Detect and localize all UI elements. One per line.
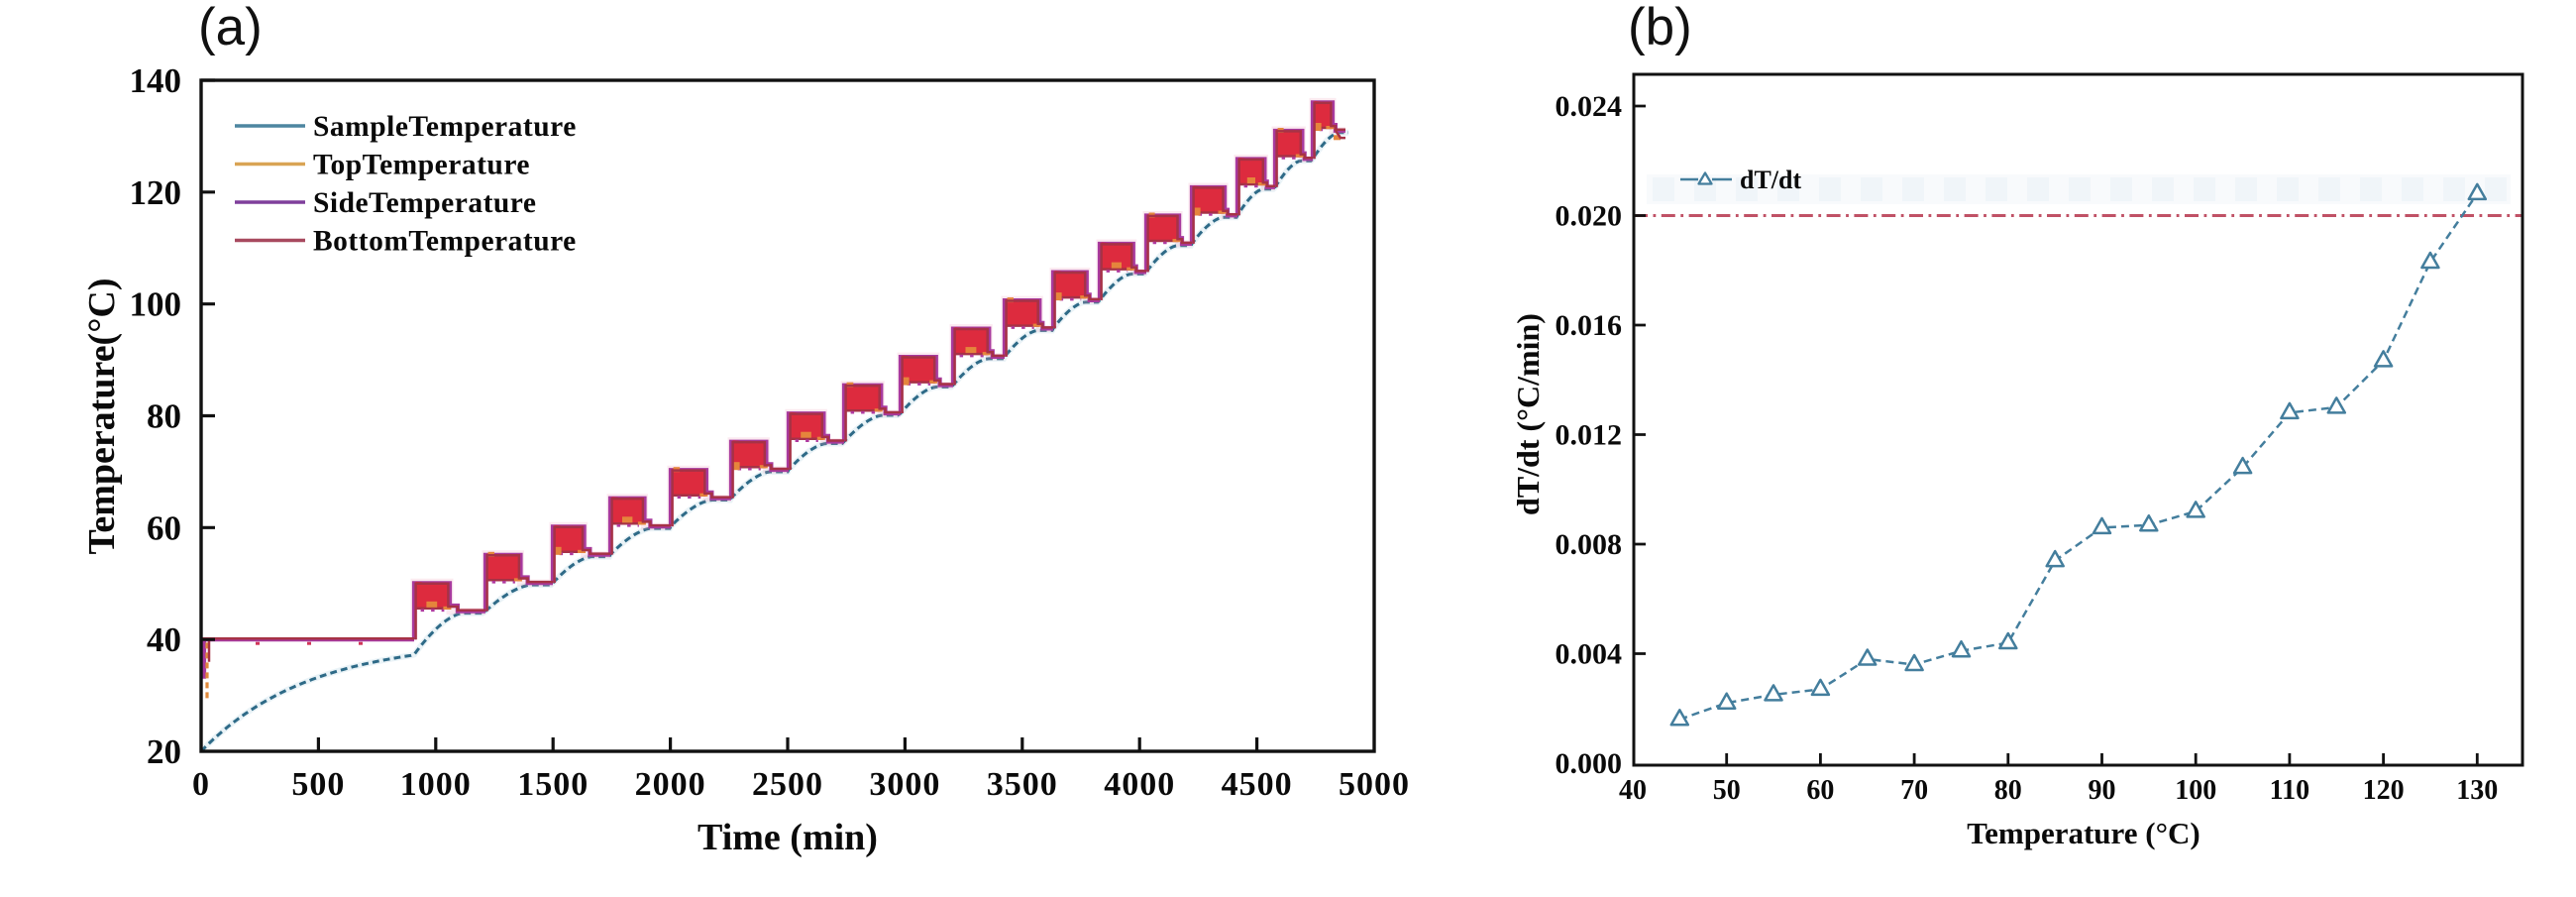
svg-text:2500: 2500	[752, 766, 823, 803]
svg-text:60: 60	[1806, 775, 1834, 806]
svg-text:1000: 1000	[400, 766, 472, 803]
svg-text:60: 60	[147, 508, 181, 547]
svg-text:50: 50	[1713, 775, 1741, 806]
svg-text:130: 130	[2456, 775, 2498, 806]
svg-text:100: 100	[130, 285, 182, 324]
svg-text:SampleTemperature: SampleTemperature	[313, 111, 577, 143]
svg-text:0: 0	[192, 766, 210, 803]
svg-text:80: 80	[147, 397, 181, 436]
svg-text:120: 120	[130, 173, 182, 212]
svg-text:dT/dt (°C/min): dT/dt (°C/min)	[1510, 313, 1546, 515]
svg-text:90: 90	[2089, 775, 2116, 806]
svg-text:BottomTemperature: BottomTemperature	[313, 226, 577, 258]
svg-text:0.000: 0.000	[1556, 747, 1623, 780]
svg-text:20: 20	[147, 732, 181, 771]
svg-text:5000: 5000	[1339, 766, 1410, 803]
svg-text:0.008: 0.008	[1556, 528, 1623, 561]
svg-text:0.004: 0.004	[1556, 638, 1623, 671]
svg-text:Temperature(°C): Temperature(°C)	[81, 278, 123, 554]
svg-text:0.024: 0.024	[1556, 90, 1623, 123]
svg-text:80: 80	[1994, 775, 2022, 806]
svg-text:2000: 2000	[635, 766, 706, 803]
svg-text:140: 140	[130, 61, 182, 100]
svg-text:0.016: 0.016	[1556, 309, 1623, 342]
svg-text:40: 40	[147, 620, 181, 659]
svg-text:500: 500	[291, 766, 345, 803]
svg-text:TopTemperature: TopTemperature	[313, 150, 530, 181]
svg-text:(b): (b)	[1628, 0, 1692, 56]
svg-text:1500: 1500	[517, 766, 589, 803]
svg-text:120: 120	[2363, 775, 2405, 806]
svg-text:3000: 3000	[869, 766, 940, 803]
svg-text:40: 40	[1619, 775, 1647, 806]
svg-text:0.020: 0.020	[1556, 200, 1623, 233]
svg-text:100: 100	[2175, 775, 2216, 806]
svg-text:SideTemperature: SideTemperature	[313, 187, 536, 219]
svg-text:110: 110	[2270, 775, 2309, 806]
svg-text:(a): (a)	[198, 0, 263, 56]
svg-text:0.012: 0.012	[1556, 419, 1623, 452]
svg-text:dT/dt: dT/dt	[1740, 166, 1801, 194]
svg-text:Temperature (°C): Temperature (°C)	[1967, 816, 2200, 850]
svg-text:3500: 3500	[987, 766, 1058, 803]
svg-text:4000: 4000	[1104, 766, 1175, 803]
svg-text:70: 70	[1900, 775, 1928, 806]
svg-text:4500: 4500	[1222, 766, 1293, 803]
svg-text:Time (min): Time (min)	[698, 817, 878, 858]
